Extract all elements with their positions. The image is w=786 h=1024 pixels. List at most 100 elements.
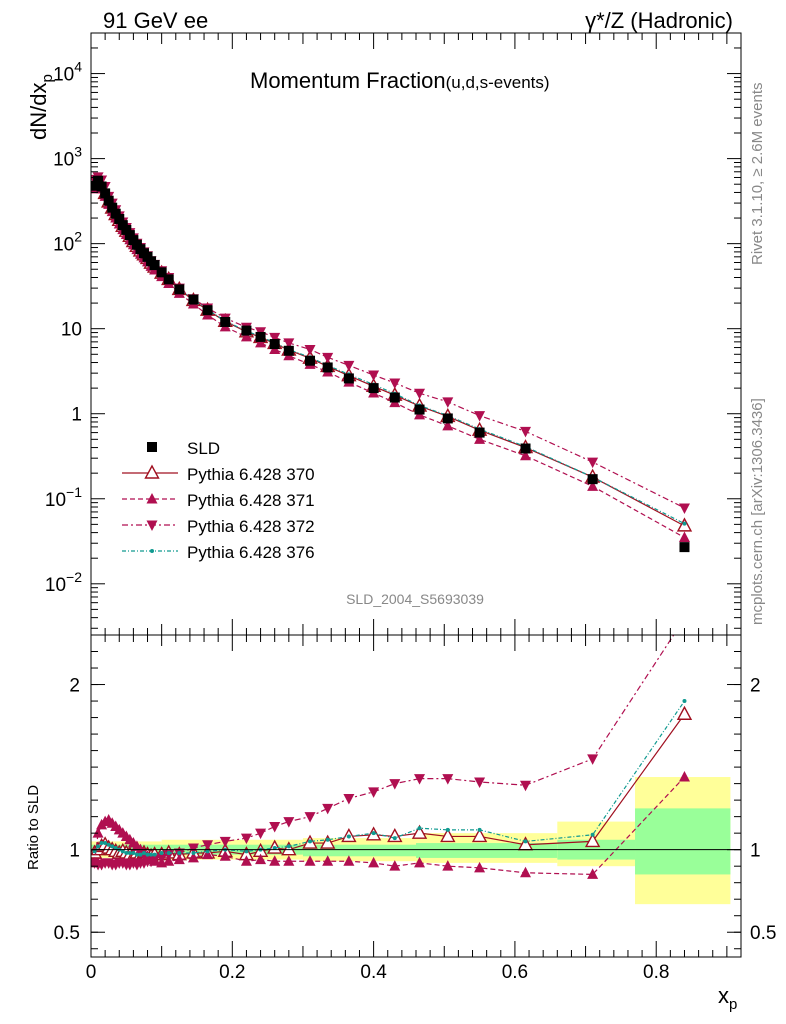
ratio-point-series-3-5	[110, 844, 115, 849]
header-right: γ*/Z (Hadronic)	[585, 8, 733, 33]
band-inner-3	[416, 843, 558, 858]
ratio-point-series-2-24	[240, 833, 252, 845]
main-point-series-4-1	[93, 175, 104, 186]
chart-title-suffix: (u,d,s-events)	[446, 73, 550, 92]
ratio-point-series-3-31	[371, 831, 376, 836]
main-point-series-4-20	[174, 284, 185, 295]
ratio-point-series-3-6	[113, 846, 118, 851]
x-axis-label-sub: p	[729, 996, 737, 1013]
ratio-point-series-2-28	[304, 812, 316, 823]
ratio-point-series-0-38	[676, 705, 693, 720]
main-point-series-2-27	[283, 338, 295, 349]
ratio-point-series-1-34	[442, 860, 454, 871]
main-point-series-2-30	[343, 360, 355, 372]
main-point-series-4-36	[520, 443, 531, 454]
legend-label-4: Pythia 6.428 376	[187, 543, 315, 562]
ratio-point-series-3-16	[149, 852, 154, 857]
y-axis-label-main: dN/dx	[26, 83, 51, 140]
ratio-ytick-label-left-1: 1	[69, 841, 80, 862]
main-point-series-4-10	[124, 230, 135, 241]
ratio-point-series-2-18	[156, 853, 168, 864]
axes-layer: 10−2 10−1 1 10 102 103 104 0.5 1 2 0.5 1 2 0 0.2 0.4 0.6…	[45, 32, 776, 983]
ratio-point-series-3-36	[523, 839, 528, 844]
ratio-point-series-3-4	[106, 842, 111, 847]
main-ytick-label-3: 10	[61, 320, 82, 341]
ratio-point-series-3-32	[392, 836, 397, 841]
ratio-point-series-2-26	[269, 822, 281, 833]
main-point-series-4-21	[188, 294, 199, 305]
xtick-label-0: 0	[86, 962, 97, 983]
main-point-series-2-32	[389, 378, 401, 389]
ratio-ytick-label-right-2: 2	[750, 676, 761, 697]
ratio-point-series-3-21	[191, 850, 196, 855]
ratio-point-series-3-27	[286, 844, 291, 849]
main-point-series-1-35	[474, 433, 486, 444]
ratio-point-series-3-18	[159, 850, 164, 855]
main-point-series-4-0	[91, 180, 100, 191]
legend-marker-1	[144, 464, 160, 479]
ratio-point-series-2-23	[219, 836, 231, 848]
ratio-point-series-3-20	[177, 850, 182, 855]
ratio-point-series-3-8	[120, 849, 125, 854]
ratio-point-series-3-10	[127, 850, 132, 855]
xtick-label-3: 0.6	[502, 962, 528, 983]
ratio-point-series-0-33	[411, 824, 428, 839]
ratio-point-series-3-19	[166, 850, 171, 855]
ratio-point-series-1-31	[368, 856, 380, 868]
main-point-series-4-32	[389, 392, 400, 403]
main-point-series-4-9	[121, 224, 132, 235]
ratio-point-series-3-15	[145, 852, 150, 857]
main-point-series-4-6	[110, 208, 121, 219]
watermark: SLD_2004_S5693039	[346, 591, 484, 607]
main-ytick-label-5: 103	[53, 144, 82, 171]
main-point-series-4-29	[322, 362, 333, 373]
band-inner-2	[302, 844, 416, 857]
ratio-ytick-label-left-2: 2	[69, 676, 80, 697]
main-point-series-4-24	[241, 325, 252, 336]
ratio-point-series-2-29	[322, 803, 334, 815]
main-point-series-4-18	[156, 267, 167, 278]
header-left: 91 GeV ee	[103, 8, 208, 33]
ratio-point-series-3-30	[346, 834, 351, 839]
main-point-series-4-5	[107, 202, 118, 213]
main-ytick-label-1: 10−1	[45, 484, 82, 511]
uncertainty-bands	[91, 777, 731, 905]
main-point-series-4-37	[587, 474, 598, 485]
ratio-point-series-1-26	[269, 855, 281, 866]
ratio-point-series-2-34	[442, 774, 454, 785]
main-point-series-4-28	[305, 355, 316, 366]
main-point-series-4-2	[96, 181, 107, 192]
xtick-label-1: 0.2	[219, 962, 245, 983]
ratio-point-series-3-9	[124, 850, 129, 855]
main-ytick-label-6: 104	[53, 59, 82, 86]
legend-marker-4	[150, 549, 154, 553]
ratio-point-series-3-29	[325, 837, 330, 842]
main-point-series-2-33	[414, 388, 426, 400]
ratio-point-series-1-36	[520, 866, 532, 878]
ratio-ytick-label-right-0: 0.5	[750, 923, 776, 944]
main-point-series-4-7	[114, 213, 125, 224]
ratio-point-series-2-27	[283, 817, 295, 828]
y-axis-label: dN/dxp	[26, 74, 56, 140]
main-point-series-4-4	[103, 195, 114, 206]
ratio-point-series-3-24	[244, 849, 249, 854]
main-point-series-4-23	[220, 316, 231, 327]
main-point-series-1-25	[255, 336, 267, 348]
main-point-series-2-34	[442, 397, 454, 408]
ratio-point-series-2-33	[414, 774, 426, 785]
ratio-point-series-1-32	[389, 860, 401, 871]
main-point-series-4-38	[679, 542, 690, 553]
ratio-point-series-3-17	[152, 852, 157, 857]
main-point-series-4-3	[100, 188, 111, 199]
ratio-point-series-1-28	[304, 855, 316, 866]
ratio-point-series-0-27	[281, 841, 297, 856]
legend-label-0: SLD	[187, 439, 220, 458]
main-point-series-4-34	[442, 413, 453, 424]
legend-marker-3	[146, 520, 158, 531]
ratio-point-series-0-34	[440, 827, 456, 843]
ratio-point-series-1-33	[414, 856, 426, 868]
main-series-layer	[91, 172, 693, 553]
main-point-series-4-17	[149, 260, 160, 271]
main-point-series-4-22	[202, 305, 213, 316]
